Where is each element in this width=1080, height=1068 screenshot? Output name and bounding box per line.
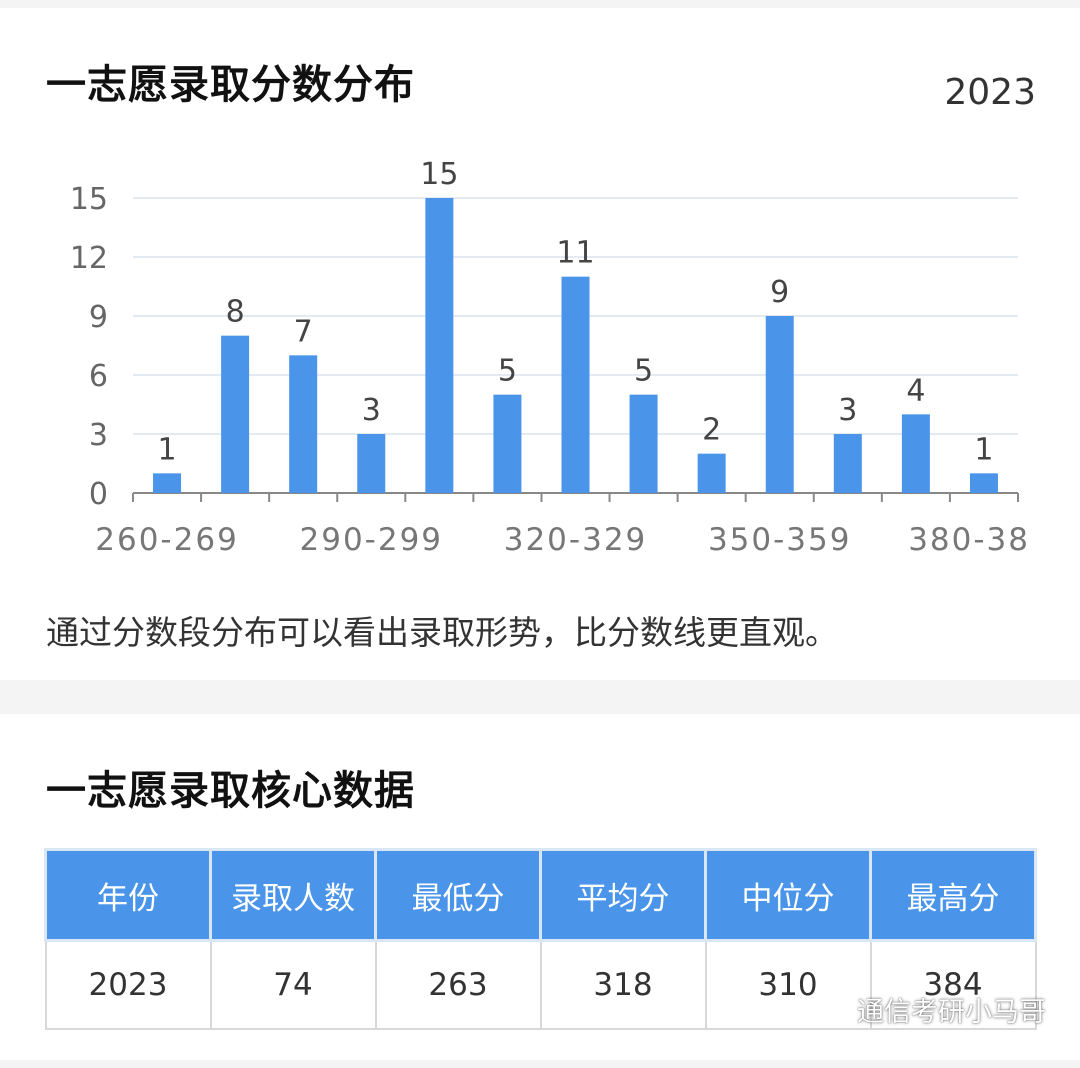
bar-value-label: 5 bbox=[498, 354, 517, 389]
bar-value-label: 1 bbox=[974, 432, 993, 467]
watermark: 通信考研小马哥 bbox=[815, 990, 1046, 1029]
bar bbox=[697, 453, 726, 493]
year-label: 2023 bbox=[944, 72, 1036, 113]
bar bbox=[561, 276, 590, 493]
bar-value-label: 3 bbox=[838, 393, 857, 428]
header-avg-score: 平均分 bbox=[539, 848, 707, 942]
x-tick-label: 290-299 bbox=[300, 522, 444, 558]
bar bbox=[493, 394, 522, 493]
bar bbox=[833, 434, 862, 493]
chart-caption: 通过分数段分布可以看出录取形势，比分数线更直观。 bbox=[46, 613, 838, 652]
bar bbox=[969, 473, 998, 493]
core-data-title: 一志愿录取核心数据 bbox=[46, 768, 415, 814]
table-row: 2023 74 263 318 310 384 bbox=[44, 939, 1037, 1030]
header-year: 年份 bbox=[44, 848, 212, 942]
bar bbox=[357, 434, 386, 493]
bar-value-label: 9 bbox=[770, 275, 789, 310]
score-distribution-card: 一志愿录取分数分布 2023 0 3 6 9 12 15 1 8 7 3 15 5 11 5 2 9 3 4 1 26… bbox=[0, 8, 1080, 680]
y-tick-label: 15 bbox=[70, 182, 108, 217]
x-tick-label: 350-359 bbox=[708, 522, 852, 558]
y-tick-label: 3 bbox=[89, 418, 108, 453]
bar bbox=[153, 473, 182, 493]
x-tick-label: 260-269 bbox=[95, 522, 239, 558]
header-min-score: 最低分 bbox=[374, 848, 542, 942]
bar bbox=[221, 335, 250, 493]
chart-title: 一志愿录取分数分布 bbox=[46, 62, 415, 108]
bar-value-label: 2 bbox=[702, 413, 721, 448]
core-data-card: 一志愿录取核心数据 年份 录取人数 最低分 平均分 中位分 最高分 2023 7… bbox=[0, 714, 1080, 1060]
cell-year: 2023 bbox=[44, 939, 212, 1030]
cell-max-score: 384 bbox=[869, 939, 1037, 1030]
table-header-row: 年份 录取人数 最低分 平均分 中位分 最高分 bbox=[44, 848, 1037, 942]
x-tick-label: 380-38 bbox=[908, 522, 1030, 558]
y-tick-label: 9 bbox=[89, 300, 108, 335]
bar bbox=[765, 316, 794, 493]
bar-value-label: 11 bbox=[556, 236, 594, 271]
bar bbox=[629, 394, 658, 493]
bar-value-label: 7 bbox=[294, 314, 313, 349]
x-tick-label: 320-329 bbox=[504, 522, 648, 558]
watermark-text: 通信考研小马哥 bbox=[857, 997, 1046, 1028]
bar bbox=[425, 198, 454, 493]
cell-admitted-count: 74 bbox=[209, 939, 377, 1030]
cell-avg-score: 318 bbox=[539, 939, 707, 1030]
bar-value-label: 4 bbox=[906, 373, 925, 408]
header-median-score: 中位分 bbox=[704, 848, 872, 942]
bar-value-label: 3 bbox=[362, 393, 381, 428]
cell-median-score: 310 bbox=[704, 939, 872, 1030]
y-tick-label: 6 bbox=[89, 359, 108, 394]
bar-value-label: 8 bbox=[226, 295, 245, 330]
bar-value-label: 1 bbox=[157, 432, 176, 467]
bar bbox=[289, 355, 318, 493]
wechat-icon bbox=[816, 996, 847, 1021]
cell-min-score: 263 bbox=[374, 939, 542, 1030]
header-max-score: 最高分 bbox=[869, 848, 1037, 942]
bar-value-label: 15 bbox=[420, 157, 458, 192]
y-tick-label: 0 bbox=[89, 477, 108, 512]
bar-value-label: 5 bbox=[634, 354, 653, 389]
y-tick-label: 12 bbox=[70, 241, 108, 276]
core-data-table: 年份 录取人数 最低分 平均分 中位分 最高分 2023 74 263 318 … bbox=[44, 848, 1037, 1030]
bar bbox=[901, 414, 930, 493]
header-admitted-count: 录取人数 bbox=[209, 848, 377, 942]
